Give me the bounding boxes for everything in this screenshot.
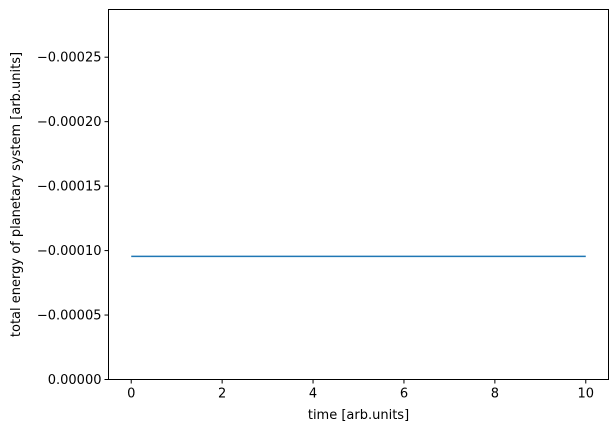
x-tick-label: 0 xyxy=(127,387,135,402)
x-tick-label: 2 xyxy=(218,387,226,402)
y-tick-label: −0.00025 xyxy=(37,51,102,66)
x-tick-label: 10 xyxy=(577,387,594,402)
y-axis-label: total energy of planetary system [arb.un… xyxy=(9,52,24,337)
y-tick-label: 0.00000 xyxy=(48,373,102,388)
y-axis-ticks: 0.00000 −0.00005 −0.00010 −0.00015 −0.00020 −… xyxy=(37,51,109,388)
x-axis-label: time [arb.units] xyxy=(308,408,409,423)
x-tick-label: 6 xyxy=(400,387,408,402)
y-tick-label: −0.00015 xyxy=(37,180,102,195)
x-tick-label: 4 xyxy=(309,387,317,402)
y-tick-label: −0.00020 xyxy=(37,115,102,130)
x-tick-label: 8 xyxy=(491,387,499,402)
y-tick-label: −0.00005 xyxy=(37,309,102,324)
plot-frame xyxy=(108,9,609,380)
y-tick-label: −0.00010 xyxy=(37,244,102,259)
x-axis-ticks: 0 2 4 6 8 10 xyxy=(127,379,594,402)
